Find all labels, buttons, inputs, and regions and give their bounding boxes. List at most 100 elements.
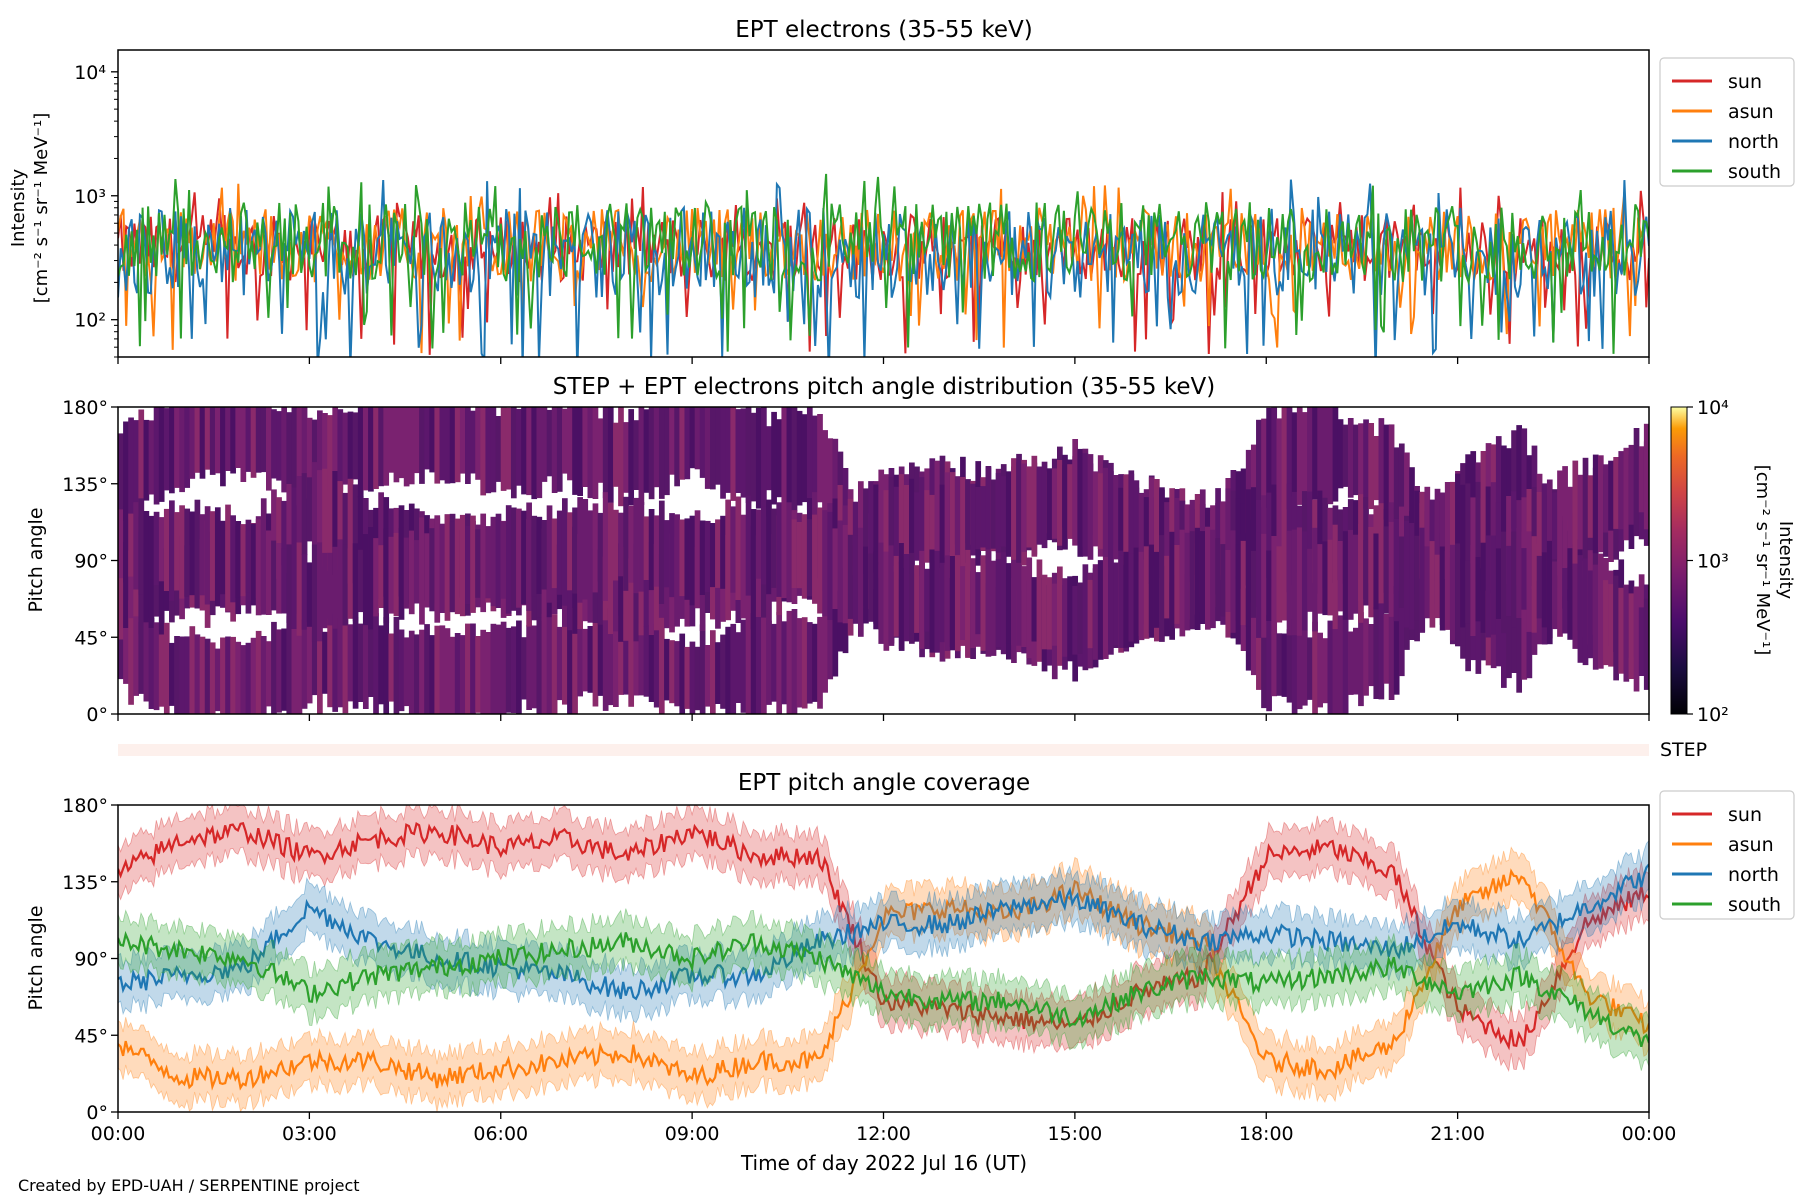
heatmap-cell: [1347, 418, 1354, 498]
heatmap-cell: [689, 407, 696, 469]
heatmap-cell: [909, 478, 915, 574]
heatmap-cell: [1363, 419, 1369, 509]
heatmap-cell: [271, 621, 277, 714]
heatmap-cell: [883, 490, 890, 563]
heatmap-cell: [1102, 556, 1109, 659]
heatmap-cell: [306, 417, 313, 499]
heatmap-cell: [1276, 546, 1283, 623]
heatmap-cell: [643, 626, 650, 697]
heatmap-cell: [357, 496, 364, 578]
heatmap-cell: [730, 623, 737, 714]
heatmap-cell: [587, 626, 594, 693]
heatmap-cell: [740, 408, 747, 498]
heatmap-cell: [398, 629, 405, 712]
heatmap-cell: [184, 636, 191, 714]
heatmap-cell: [169, 642, 175, 706]
heatmap-cell: [1225, 550, 1232, 612]
heatmap-cell: [725, 499, 731, 603]
heatmap-cell: [495, 416, 502, 482]
heatmap-cell: [914, 492, 920, 561]
heatmap-cell: [1444, 482, 1451, 579]
heatmap-cell: [230, 636, 236, 714]
heatmap-cell: [311, 630, 318, 696]
heatmap-cell: [1128, 473, 1135, 573]
series-line-north: [118, 179, 1649, 357]
heatmap-cell: [495, 513, 502, 608]
heatmap-cell: [618, 407, 624, 507]
heatmap-cell: [118, 531, 124, 640]
heatmap-cell: [1245, 588, 1252, 671]
heatmap-cell: [1164, 502, 1170, 566]
heatmap-cell: [536, 407, 543, 499]
heatmap-cell: [352, 616, 359, 709]
heatmap-cell: [1062, 454, 1068, 550]
heatmap-cell: [1643, 598, 1649, 690]
panel1-ylabel-line2: [cm⁻² s⁻¹ sr⁻¹ MeV⁻¹]: [31, 113, 52, 304]
heatmap-cell: [465, 407, 471, 484]
heatmap-cell: [281, 548, 288, 614]
heatmap-cell: [623, 496, 629, 591]
heatmap-cell: [444, 407, 451, 484]
heatmap-cell: [781, 621, 788, 705]
heatmap-cell: [148, 535, 155, 628]
heatmap-cell: [832, 528, 839, 609]
panel4-legend: sun asun north south: [1659, 790, 1795, 920]
heatmap-cell: [352, 543, 359, 622]
heatmap-cell: [225, 504, 231, 612]
heatmap-cell: [771, 508, 777, 588]
heatmap-cell: [296, 407, 303, 506]
heatmap-cell: [158, 407, 165, 502]
heatmap-cell: [735, 409, 742, 493]
heatmap-cell: [531, 625, 538, 709]
heatmap-cell: [1511, 531, 1517, 628]
heatmap-cell: [684, 407, 691, 480]
heatmap-cell: [1087, 454, 1094, 560]
heatmap-cell: [240, 645, 247, 714]
heatmap-cell: [919, 477, 925, 576]
heatmap-cell: [1373, 533, 1380, 610]
heatmap-cell: [347, 548, 354, 619]
heatmap-cell: [1485, 535, 1492, 638]
heatmap-cell: [592, 503, 599, 593]
heatmap-cell: [1587, 570, 1594, 659]
heatmap-cell: [761, 610, 767, 714]
heatmap-cell: [786, 407, 793, 512]
heatmap-cell: [1082, 564, 1089, 668]
heatmap-cell: [1041, 461, 1048, 549]
heatmap-cell: [898, 543, 905, 651]
heatmap-cell: [362, 534, 369, 626]
heatmap-cell: [1271, 536, 1278, 635]
heatmap-cell: [1113, 475, 1119, 560]
heatmap-cell: [266, 530, 272, 615]
x-tick-label: 18:00: [1239, 1123, 1294, 1145]
heatmap-cell: [1307, 491, 1313, 590]
heatmap-cell: [1618, 587, 1625, 674]
heatmap-cell: [1169, 531, 1175, 640]
heatmap-cell: [1301, 531, 1308, 631]
heatmap-cell: [1307, 548, 1313, 612]
heatmap-cell: [1312, 407, 1318, 500]
heatmap-cell: [1536, 492, 1543, 576]
heatmap-cell: [1286, 629, 1293, 703]
heatmap-cell: [1021, 566, 1027, 647]
heatmap-cell: [1153, 551, 1160, 628]
heatmap-cell: [429, 528, 435, 612]
panel2-heatmap: [118, 407, 1649, 714]
heatmap-cell: [475, 407, 481, 480]
heatmap-cell: [1460, 558, 1466, 628]
legend-box: [1659, 57, 1795, 187]
heatmap-cell: [143, 620, 150, 702]
heatmap-cell: [878, 492, 885, 563]
heatmap-cell: [128, 550, 134, 619]
heatmap-cell: [209, 642, 216, 714]
x-tick-label: 06:00: [473, 1123, 528, 1145]
heatmap-cell: [444, 628, 451, 714]
heatmap-cell: [863, 488, 869, 574]
heatmap-cell: [347, 411, 354, 483]
heatmap-cell: [669, 513, 675, 598]
heatmap-cell: [485, 526, 492, 599]
heatmap-cell: [1327, 539, 1334, 616]
heatmap-cell: [184, 508, 191, 597]
heatmap-cell: [1603, 464, 1609, 533]
heatmap-cell: [1567, 530, 1574, 602]
